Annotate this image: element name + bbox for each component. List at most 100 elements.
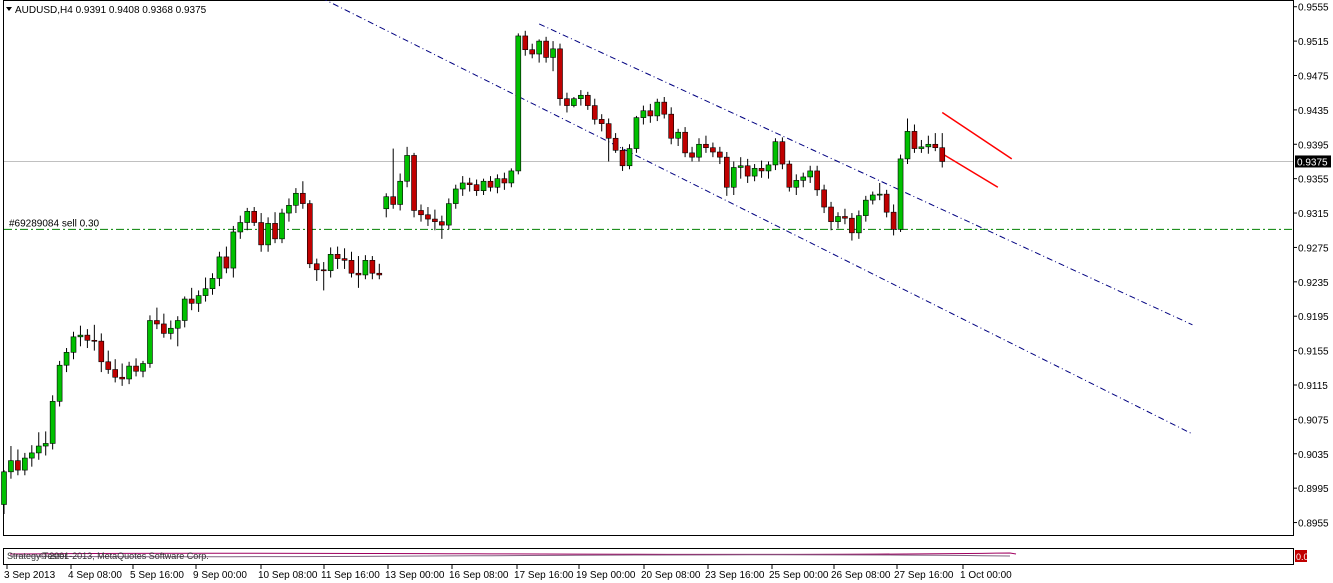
candle xyxy=(63,348,70,373)
candle xyxy=(515,33,522,175)
bull-candle-body xyxy=(515,35,522,172)
bear-candle-body xyxy=(272,223,278,240)
y-tick-label: 0.9475 xyxy=(1298,71,1329,82)
dropdown-triangle-icon[interactable] xyxy=(6,7,12,11)
bear-candle-body xyxy=(758,168,765,172)
y-tick-label: 0.9155 xyxy=(1298,347,1329,358)
y-tick-label: 0.9355 xyxy=(1298,175,1329,186)
candle xyxy=(543,36,549,63)
candle xyxy=(244,207,251,231)
subwindow-value: 0.00 xyxy=(1296,552,1314,562)
bull-candle-body xyxy=(327,254,334,271)
candle xyxy=(28,445,35,467)
candle xyxy=(619,146,626,171)
bear-candle-body xyxy=(605,123,612,139)
candle xyxy=(675,128,681,146)
candle xyxy=(313,258,320,281)
x-tick-label: 10 Sep 08:00 xyxy=(258,570,318,581)
candle xyxy=(835,212,841,229)
candle xyxy=(911,124,918,153)
bear-candle-body xyxy=(501,178,508,184)
bear-candle-body xyxy=(842,216,848,219)
candle xyxy=(779,137,786,170)
channel-lower-line[interactable] xyxy=(310,0,1193,435)
bull-candle-body xyxy=(168,327,174,334)
current-price-label: 0.9375 xyxy=(1297,157,1328,168)
candle xyxy=(626,144,633,170)
price-axis: 0.9555 0.9515 0.9475 0.9435 0.9395 0.9355 0.93… xyxy=(1293,3,1329,530)
candle xyxy=(717,146,723,165)
channel-upper-line[interactable] xyxy=(538,23,1193,326)
x-tick-label: 11 Sep 16:00 xyxy=(321,570,380,581)
candle xyxy=(550,41,556,72)
bear-candle-body xyxy=(911,131,918,149)
bull-candle-body xyxy=(904,131,911,160)
x-tick-label: 17 Sep 16:00 xyxy=(514,570,574,581)
x-tick-label: 25 Sep 00:00 xyxy=(769,570,829,581)
candle xyxy=(404,146,410,188)
candle xyxy=(689,146,695,162)
candle xyxy=(564,92,570,113)
bear-candle-body xyxy=(161,323,167,334)
candle xyxy=(341,248,348,269)
bear-candle-body xyxy=(105,361,112,370)
candle xyxy=(793,174,800,195)
bear-candle-body xyxy=(418,210,424,216)
candle xyxy=(306,200,313,269)
candle xyxy=(452,184,459,209)
candle xyxy=(181,296,188,328)
bull-candle-body xyxy=(765,164,772,172)
subwindow-content: Strategy Tester © 2001-2013, MetaQuotes … xyxy=(7,550,1314,562)
y-tick-label: 0.9195 xyxy=(1298,312,1329,323)
bull-candle-body xyxy=(897,158,904,230)
bull-candle-body xyxy=(571,98,577,106)
candle xyxy=(807,165,814,183)
candle xyxy=(473,179,480,196)
bear-candle-body xyxy=(188,298,195,304)
candle xyxy=(668,107,675,145)
bear-candle-body xyxy=(710,147,716,153)
candle xyxy=(411,152,417,218)
bull-candle-body xyxy=(77,334,84,338)
copyright-text: © 2001-2013, MetaQuotes Software Corp. xyxy=(40,551,209,561)
bull-candle-body xyxy=(800,176,807,181)
bull-candle-body xyxy=(494,178,501,188)
candle xyxy=(723,152,730,196)
bear-candle-body xyxy=(779,141,786,165)
bear-candle-body xyxy=(376,272,383,276)
candle xyxy=(925,135,932,154)
candle xyxy=(49,395,56,450)
bear-candle-body xyxy=(258,222,264,246)
bull-candle-body xyxy=(362,260,369,276)
x-tick-label: 16 Sep 08:00 xyxy=(449,570,509,581)
bull-candle-body xyxy=(452,188,459,204)
bear-candle-body xyxy=(425,214,431,220)
candle xyxy=(765,161,772,179)
pattern-upper-line[interactable] xyxy=(941,111,1013,160)
bear-candle-body xyxy=(543,40,549,58)
bear-candle-body xyxy=(334,254,341,259)
candle xyxy=(529,43,536,59)
pattern-lower-line[interactable] xyxy=(941,153,999,188)
bull-candle-body xyxy=(383,196,390,210)
y-tick-label: 0.9115 xyxy=(1298,381,1328,392)
candle xyxy=(8,446,14,479)
bear-candle-body xyxy=(591,105,598,120)
candle xyxy=(578,90,584,106)
trendlines xyxy=(310,0,1193,435)
bull-candle-body xyxy=(181,298,188,321)
bull-candle-body xyxy=(675,131,681,139)
candle xyxy=(459,176,466,196)
x-tick-label: 19 Sep 00:00 xyxy=(576,570,636,581)
candle xyxy=(439,215,445,239)
candle xyxy=(536,39,542,63)
bull-candle-body xyxy=(63,352,70,366)
bear-candle-body xyxy=(661,101,668,115)
candle xyxy=(849,213,855,241)
bear-candle-body xyxy=(786,163,793,188)
candle xyxy=(161,313,167,338)
candle xyxy=(425,207,431,226)
candle xyxy=(154,307,160,330)
bear-candle-body xyxy=(814,170,820,191)
